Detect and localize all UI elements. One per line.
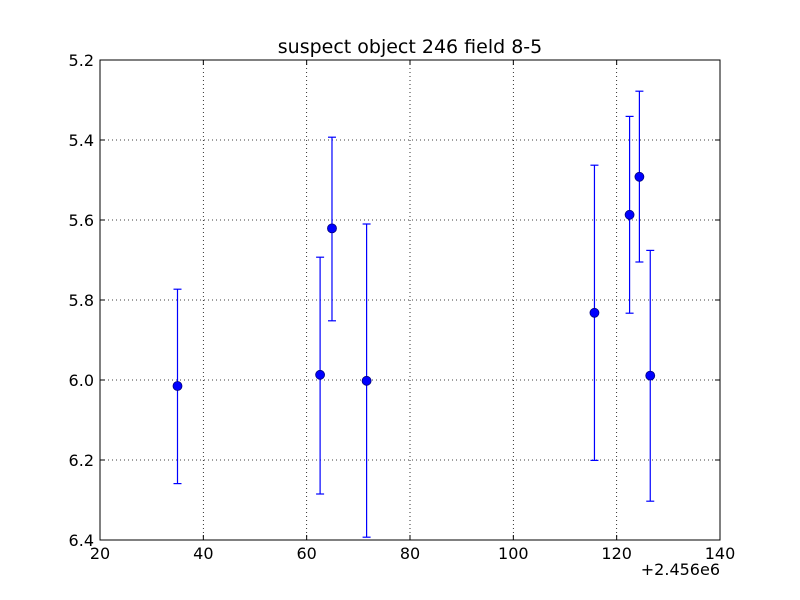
- x-tick-label: 60: [296, 544, 316, 563]
- axis-labels: 20 40 60 80 100 120 140 5.2 5.4 5.6 5.8 6.0 6.2 6.4: [69, 51, 736, 563]
- x-tick-label: 40: [193, 544, 213, 563]
- y-tick-label: 5.4: [69, 131, 94, 150]
- data-point: [634, 171, 645, 182]
- x-tick-label: 140: [705, 544, 736, 563]
- y-tick-label: 6.2: [69, 451, 94, 470]
- data-point: [361, 375, 372, 386]
- x-tick-label: 80: [400, 544, 420, 563]
- y-tick-label: 5.6: [69, 211, 94, 230]
- data-point: [589, 307, 600, 318]
- data-point: [315, 369, 326, 380]
- y-tick-label: 6.4: [69, 531, 94, 550]
- chart-title: suspect object 246 field 8-5: [278, 36, 543, 58]
- y-tick-label: 6.0: [69, 371, 94, 390]
- data-series: [172, 90, 656, 538]
- x-offset-label: +2.456e6: [641, 560, 720, 579]
- y-tick-label: 5.8: [69, 291, 94, 310]
- x-tick-label: 20: [90, 544, 110, 563]
- y-tick-label: 5.2: [69, 51, 94, 70]
- data-point: [327, 223, 337, 234]
- x-tick-label: 120: [601, 544, 632, 563]
- x-tick-label: 100: [498, 544, 529, 563]
- data-point: [645, 370, 656, 381]
- data-point: [172, 381, 183, 391]
- axis-ticks: [99, 59, 721, 541]
- data-point: [624, 209, 635, 220]
- grid: [100, 60, 720, 540]
